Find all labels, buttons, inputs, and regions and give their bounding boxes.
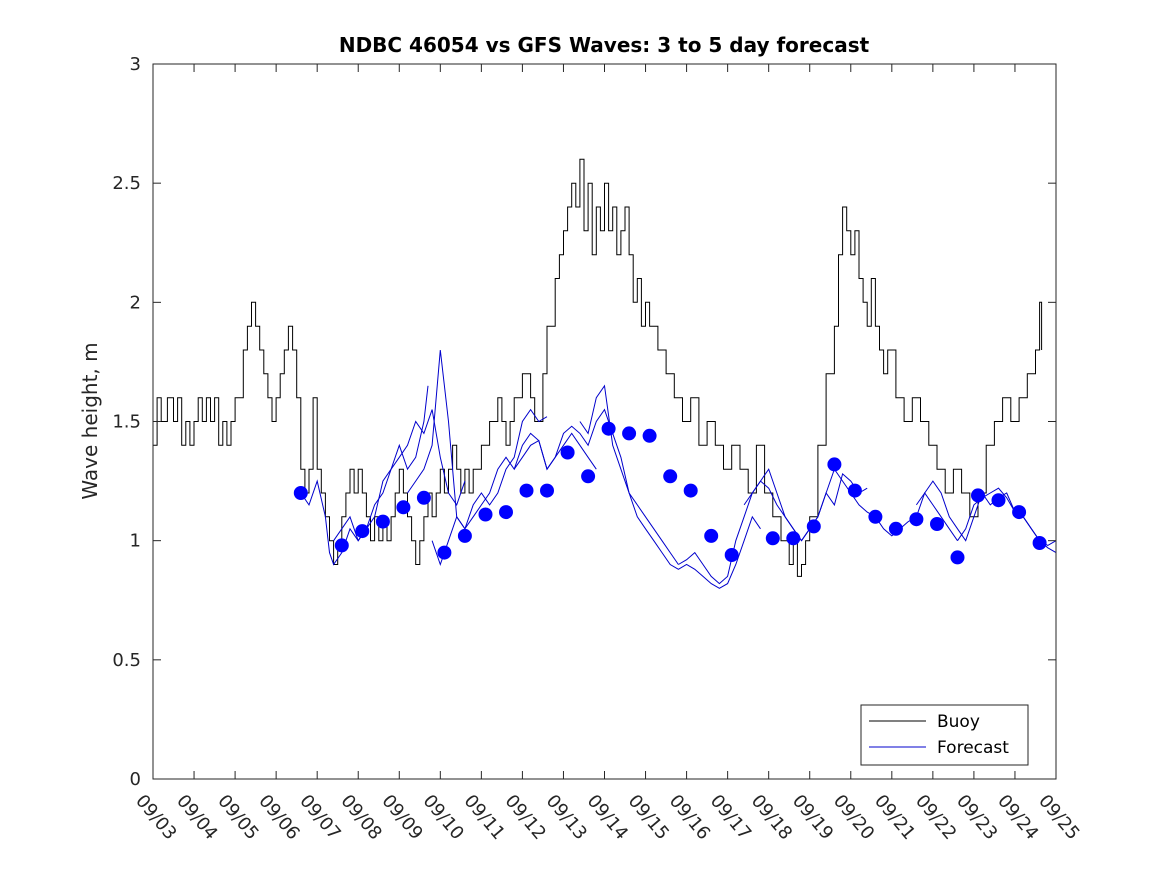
x-tick-label: 09/17 [706, 791, 755, 844]
forecast-marker-26 [868, 509, 883, 524]
forecast-marker-6 [437, 545, 452, 560]
x-tick-label: 09/05 [213, 791, 262, 844]
forecast-marker-28 [909, 512, 924, 527]
legend-forecast-label: Forecast [937, 738, 1009, 758]
y-axis-label: Wave height, m [78, 342, 102, 499]
x-tick-label: 09/04 [172, 791, 221, 844]
forecast-markers [293, 421, 1047, 565]
forecast-marker-2 [355, 524, 370, 539]
buoy-series [153, 158, 1043, 577]
forecast-marker-32 [991, 493, 1006, 508]
x-tick-label: 09/03 [131, 791, 180, 844]
forecast-marker-31 [971, 488, 985, 503]
forecast-marker-14 [601, 421, 616, 436]
y-tick-label: 2.5 [112, 173, 141, 194]
y-tick-label: 3 [130, 54, 141, 75]
y-axis: 0 0.5 1 1.5 2 2.5 3 [112, 54, 1056, 790]
forecast-marker-13 [581, 469, 596, 484]
y-tick-label: 1.5 [112, 412, 141, 433]
legend: Buoy Forecast [860, 704, 1029, 766]
buoy-line [153, 158, 1043, 577]
legend-box [860, 704, 1029, 766]
forecast-marker-3 [375, 514, 390, 529]
forecast-marker-21 [765, 531, 780, 546]
y-tick-label: 2 [130, 292, 141, 313]
forecast-marker-34 [1032, 536, 1047, 550]
y-tick-label: 1 [130, 531, 141, 552]
x-tick-label: 09/11 [460, 791, 509, 844]
forecast-marker-27 [888, 521, 903, 536]
forecast-line-1 [333, 409, 466, 542]
forecast-marker-20 [724, 548, 739, 562]
forecast-marker-19 [704, 528, 719, 543]
forecast-marker-7 [457, 528, 472, 543]
forecast-marker-16 [642, 428, 657, 443]
y-tick-label: 0 [130, 769, 141, 790]
forecast-marker-24 [827, 457, 842, 472]
x-tick-label: 09/09 [377, 791, 426, 844]
x-tick-label: 09/15 [624, 791, 673, 844]
x-tick-label: 09/16 [665, 791, 714, 844]
x-tick-label: 09/21 [870, 791, 919, 844]
x-tick-label: 09/06 [254, 791, 303, 844]
forecast-marker-4 [396, 500, 411, 515]
x-tick-label: 09/23 [952, 791, 1001, 844]
forecast-line-8 [801, 468, 958, 541]
x-tick-label: 09/18 [747, 791, 796, 844]
forecast-marker-18 [683, 483, 698, 498]
x-tick-label: 09/19 [788, 791, 837, 844]
x-tick-label: 09/12 [501, 791, 550, 844]
x-tick-label: 09/13 [542, 791, 591, 844]
forecast-line-6 [678, 480, 802, 585]
forecast-marker-22 [786, 531, 801, 546]
x-tick-label: 09/10 [418, 791, 467, 844]
y-tick-label: 0.5 [112, 650, 141, 671]
forecast-line-2 [407, 349, 548, 530]
forecast-marker-8 [478, 507, 493, 522]
x-tick-label: 09/14 [583, 791, 632, 844]
forecast-marker-10 [519, 483, 534, 498]
legend-buoy-label: Buoy [937, 712, 980, 732]
chart-title: NDBC 46054 vs GFS Waves: 3 to 5 day fore… [339, 33, 870, 57]
forecast-marker-23 [806, 519, 821, 534]
forecast-marker-9 [499, 505, 513, 520]
forecast-marker-12 [560, 445, 575, 460]
x-tick-label: 09/24 [993, 791, 1042, 844]
forecast-marker-17 [663, 469, 678, 484]
forecast-marker-5 [416, 490, 431, 505]
forecast-marker-15 [622, 426, 637, 441]
x-tick-label: 09/20 [829, 791, 878, 844]
plot-area [152, 63, 1057, 780]
x-tick-label: 09/22 [911, 791, 960, 844]
forecast-marker-29 [930, 517, 944, 531]
forecast-marker-0 [293, 486, 308, 500]
forecast-marker-1 [334, 538, 349, 553]
forecast-marker-11 [540, 483, 554, 498]
forecast-marker-25 [847, 483, 862, 498]
forecast-marker-33 [1012, 505, 1027, 520]
forecast-marker-30 [950, 550, 965, 565]
forecast-line-4 [513, 408, 679, 565]
x-tick-label: 09/07 [295, 791, 344, 844]
x-tick-label: 09/25 [1034, 791, 1083, 844]
x-tick-label: 09/08 [336, 791, 385, 844]
